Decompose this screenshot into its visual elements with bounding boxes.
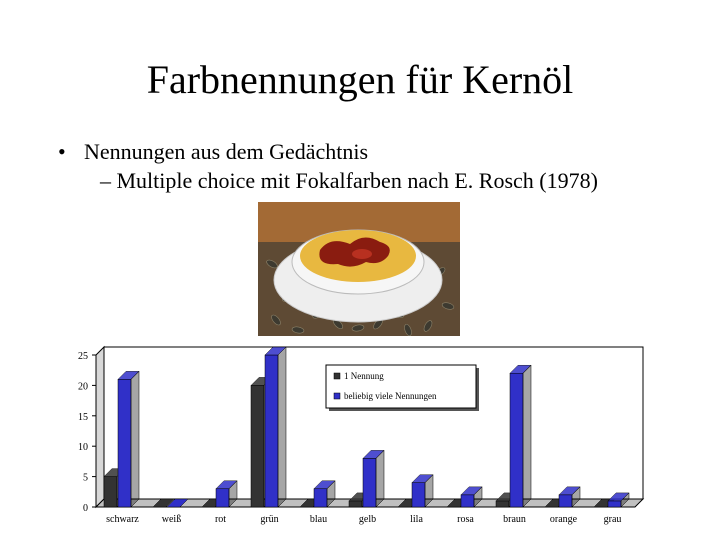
color-naming-chart: 0 5 10 15 20 25 schwarz weiß rot grün blau gelb lila…	[78, 345, 645, 525]
x-tick-label-orange: orange	[550, 514, 578, 525]
legend-label: 1 Nennung	[344, 371, 384, 381]
slide-title: Farbnennungen für Kernöl	[146, 57, 574, 102]
legend-swatch	[333, 392, 341, 400]
bar-beliebig-orange	[558, 486, 581, 508]
soup-photo	[258, 202, 460, 336]
x-tick-label-braun: braun	[503, 514, 526, 525]
bar-beliebig-gelb	[362, 449, 385, 508]
bar-beliebig-rot	[215, 480, 238, 508]
y-tick-label: 0	[83, 503, 88, 514]
x-tick-label-lila: lila	[410, 514, 423, 525]
bar-beliebig-rosa	[460, 486, 483, 508]
bar-1-nennung-weiß	[152, 498, 175, 508]
sub-bullet-multiple-choice: – Multiple choice mit Fokalfarben nach E…	[100, 168, 598, 193]
legend-box	[325, 364, 477, 409]
y-tick-label: 5	[83, 473, 88, 484]
bar-beliebig-weiß	[166, 498, 189, 508]
y-tick-label: 25	[78, 351, 88, 362]
bar-beliebig-grau	[607, 492, 630, 508]
y-tick-label: 15	[78, 412, 88, 423]
bullet-marker: •	[58, 139, 66, 164]
legend-swatch	[333, 372, 341, 380]
x-tick-label-rot: rot	[215, 514, 226, 525]
chart-side-wall	[95, 345, 105, 509]
x-tick-label-blau: blau	[310, 514, 327, 525]
legend-label: beliebig viele Nennungen	[344, 391, 437, 401]
x-tick-label-grün: grün	[260, 514, 278, 525]
bar-beliebig-grün	[264, 346, 287, 508]
x-tick-label-weiß: weiß	[162, 514, 181, 525]
y-tick-label: 20	[78, 381, 88, 392]
bar-beliebig-schwarz	[117, 370, 140, 508]
x-tick-label-gelb: gelb	[359, 514, 376, 525]
x-tick-label-grau: grau	[604, 514, 622, 525]
y-tick-label: 10	[78, 442, 88, 453]
bar-beliebig-braun	[509, 364, 532, 508]
bullet1-text: Nennungen aus dem Gedächtnis	[84, 139, 369, 164]
bar-beliebig-lila	[411, 474, 434, 508]
bar-beliebig-blau	[313, 480, 336, 508]
x-tick-label-rosa: rosa	[457, 514, 474, 525]
bullet-memory-naming: • Nennungen aus dem Gedächtnis	[58, 139, 368, 165]
x-tick-label-schwarz: schwarz	[106, 514, 139, 525]
